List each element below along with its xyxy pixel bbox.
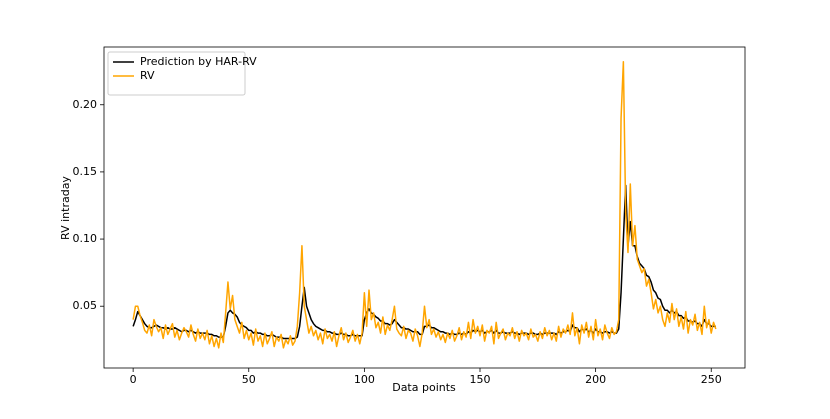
x-tick-label: 50 (242, 373, 256, 386)
y-tick-label: 0.10 (73, 232, 98, 245)
x-axis-label: Data points (392, 381, 456, 394)
x-tick-label: 100 (354, 373, 375, 386)
legend-label: RV (140, 69, 155, 82)
series-line (132, 61, 717, 349)
x-tick-label: 250 (701, 373, 722, 386)
legend-box (107, 51, 246, 96)
y-tick-label: 0.20 (73, 98, 98, 111)
x-tick-label: 200 (585, 373, 606, 386)
y-tick-label: 0.15 (73, 165, 98, 178)
x-tick-label: 150 (469, 373, 490, 386)
y-tick-label: 0.05 (73, 299, 98, 312)
axes-frame (103, 46, 746, 369)
x-tick-label: 0 (130, 373, 137, 386)
y-axis-label: RV intraday (59, 176, 72, 240)
legend-label: Prediction by HAR-RV (140, 55, 257, 68)
series-line (132, 184, 716, 340)
